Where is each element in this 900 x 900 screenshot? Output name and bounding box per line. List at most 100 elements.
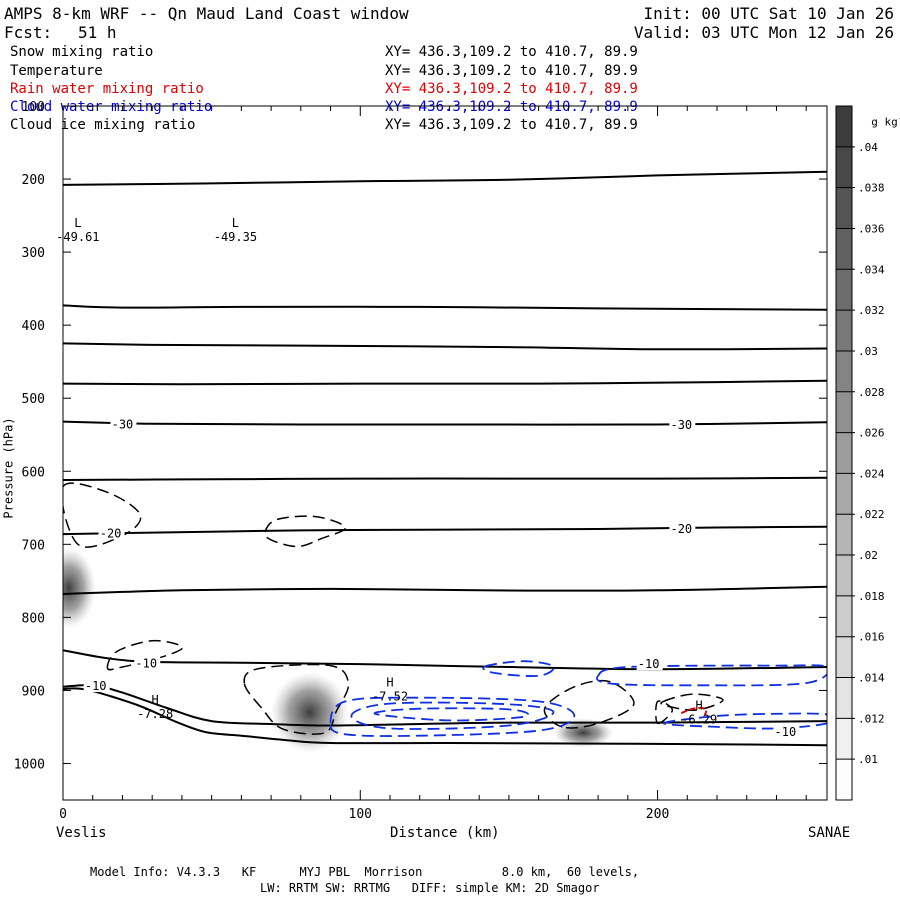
extremum-value: -7.28 xyxy=(137,707,173,721)
forecast-hours: 51 h xyxy=(78,23,117,42)
colorbar-swatch xyxy=(836,146,852,188)
cloud-ice-contour xyxy=(660,693,724,712)
extremum-marker: L xyxy=(232,216,239,230)
colorbar-swatch xyxy=(836,677,852,719)
colorbar-tick-label: .01 xyxy=(858,753,878,766)
init-time: Init: 00 UTC Sat 10 Jan 26 xyxy=(643,4,894,23)
temperature-contour xyxy=(63,379,827,386)
y-tick-label: 1000 xyxy=(14,757,45,772)
temperature-contour xyxy=(63,420,827,426)
rain-water-contour xyxy=(680,707,707,716)
snow-shading xyxy=(271,672,349,753)
contour-label: -30 xyxy=(670,418,692,432)
colorbar-tick-label: .012 xyxy=(858,712,885,725)
colorbar-tick-label: .016 xyxy=(858,631,885,644)
colorbar-swatch xyxy=(836,759,852,800)
contour-label: -10 xyxy=(775,725,797,739)
colorbar-tick-label: .032 xyxy=(858,304,885,317)
colorbar-tick-label: .03 xyxy=(858,345,878,358)
cloud-ice-contour xyxy=(654,700,674,725)
field-xy: XY= 436.3,109.2 to 410.7, 89.9 xyxy=(385,117,638,133)
cloud-water-contour xyxy=(482,660,555,677)
colorbar-swatch xyxy=(836,187,852,229)
contour-label-bg xyxy=(110,417,137,431)
field-name: Rain water mixing ratio xyxy=(10,81,204,97)
extremum-marker: H xyxy=(386,676,393,690)
colorbar-swatch xyxy=(836,473,852,515)
extremum-marker: L xyxy=(74,216,81,230)
plot-frame xyxy=(62,105,828,801)
temperature-contour xyxy=(63,684,827,727)
cloud-water-contour xyxy=(329,696,576,737)
chart-title: AMPS 8-km WRF -- Qn Maud Land Coast wind… xyxy=(4,4,409,23)
valid-time: Valid: 03 UTC Mon 12 Jan 26 xyxy=(633,23,894,42)
colorbar-swatch xyxy=(836,391,852,433)
forecast-label: Fcst: xyxy=(4,23,53,42)
x-tick-label: 200 xyxy=(646,807,669,822)
colorbar-tick-label: .036 xyxy=(858,222,885,235)
temperature-contour xyxy=(63,342,827,351)
contour-label-bg xyxy=(83,679,110,693)
y-tick-label: 700 xyxy=(22,538,45,553)
contour-label-bg xyxy=(98,526,125,540)
colorbar-swatch xyxy=(836,350,852,392)
contour-label-bg xyxy=(773,725,800,739)
y-tick-label: 300 xyxy=(22,246,45,261)
x-axis-label: Distance (km) xyxy=(390,825,500,841)
snow-shading xyxy=(63,547,96,629)
colorbar-swatch xyxy=(836,310,852,351)
y-tick-label: 500 xyxy=(22,392,45,407)
field-name: Temperature xyxy=(10,63,103,79)
temperature-contour xyxy=(63,304,827,311)
contour-label-bg xyxy=(134,656,161,670)
cloud-ice-contour xyxy=(63,482,142,548)
y-tick-label: 600 xyxy=(22,465,45,480)
contour-label-bg xyxy=(669,521,696,535)
temperature-contour xyxy=(63,476,827,481)
y-tick-label: 400 xyxy=(22,319,45,334)
extremum-value: -7.52 xyxy=(372,690,408,704)
cloud-water-contour xyxy=(662,712,827,730)
colorbar-tick-label: .034 xyxy=(858,263,885,276)
contour-label: -10 xyxy=(638,657,660,671)
extremum-value: -49.35 xyxy=(214,230,257,244)
cloud-ice-contour xyxy=(543,679,635,729)
cloud-ice-contour xyxy=(243,663,350,735)
extremum-marker: H xyxy=(152,693,159,707)
x-tick-label: 100 xyxy=(349,807,372,822)
model-info: Model Info: V4.3.3 KF MYJ PBL Morrison 8… xyxy=(90,865,640,879)
y-tick-label: 200 xyxy=(22,173,45,188)
temperature-contour xyxy=(63,170,827,186)
field-xy: XY= 436.3,109.2 to 410.7, 89.9 xyxy=(385,81,638,97)
temperature-contour xyxy=(63,687,827,747)
temperature-contour xyxy=(63,525,827,536)
colorbar-swatch xyxy=(836,595,852,637)
contour-label: -20 xyxy=(100,526,122,540)
colorbar-tick-label: .022 xyxy=(858,508,885,521)
colorbar-swatch xyxy=(836,269,852,311)
snow-shading xyxy=(553,718,613,748)
cloud-water-contour xyxy=(373,707,529,722)
cloud-water-contour xyxy=(350,701,555,730)
colorbar-swatch xyxy=(836,432,852,474)
contour-label: -30 xyxy=(112,418,134,432)
colorbar-swatch xyxy=(836,228,852,270)
contour-label-bg xyxy=(636,657,663,671)
field-xy: XY= 436.3,109.2 to 410.7, 89.9 xyxy=(385,99,638,115)
colorbar-tick-label: .026 xyxy=(858,427,885,440)
field-name: Cloud ice mixing ratio xyxy=(10,117,196,133)
y-tick-label: 100 xyxy=(22,100,45,115)
field-name: Cloud water mixing ratio xyxy=(10,99,213,115)
contour-label: -10 xyxy=(135,656,157,670)
temperature-contour xyxy=(63,585,827,595)
cloud-ice-contour xyxy=(106,639,184,671)
y-axis-label: Pressure (hPa) xyxy=(1,417,16,519)
colorbar-swatch xyxy=(836,718,852,760)
extremum-value: -49.61 xyxy=(56,230,99,244)
colorbar-tick-label: .02 xyxy=(858,549,878,562)
y-tick-label: 800 xyxy=(22,611,45,626)
x-right-endpoint: SANAE xyxy=(808,825,851,841)
colorbar-swatch xyxy=(836,636,852,678)
field-name: Snow mixing ratio xyxy=(10,44,154,60)
